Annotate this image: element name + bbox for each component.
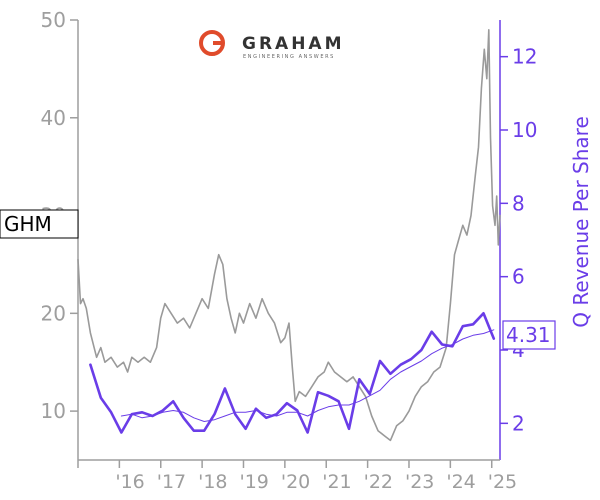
x-tick-label: '20 [281,471,310,493]
x-tick-label: '16 [115,471,144,493]
company-logo: GRAHAM ENGINEERING ANSWERS [199,30,345,60]
revenue-line [89,311,496,434]
y-right-tick-label: 2 [512,411,525,435]
y-right-tick-label: 6 [512,265,525,289]
ticker-label: GHM [4,212,52,236]
y-axis-right-label: Q Revenue Per Share [569,116,593,328]
current-value-badge: 4.31 [502,320,556,350]
y-left-tick-label: 50 [41,8,66,32]
y-right-tick-label: 12 [512,45,537,69]
x-tick-label: '19 [239,471,268,493]
logo-tagline: ENGINEERING ANSWERS [243,54,335,60]
y-left-tick-label: 20 [41,301,66,325]
revenue-average-line [120,329,495,422]
axes-layer [70,19,508,468]
y-right-tick-label: 8 [512,191,525,215]
label-layer: 102030405024681012'16'17'18'19'20'21'22'… [41,8,538,493]
x-tick-label: '18 [198,471,227,493]
y-left-tick-label: 10 [41,399,66,423]
price-line [77,28,501,442]
x-tick-label: '24 [446,471,475,493]
x-tick-label: '23 [405,471,434,493]
x-tick-label: '21 [322,471,351,493]
x-tick-label: '17 [157,471,186,493]
logo-word: GRAHAM [242,34,345,54]
current-value-label: 4.31 [506,323,551,347]
x-tick-label: '22 [364,471,393,493]
y-right-tick-label: 10 [512,118,537,142]
x-tick-label: '25 [488,471,517,493]
y-left-tick-label: 40 [41,106,66,130]
ticker-box: GHM [0,209,79,239]
series-layer [77,28,501,442]
